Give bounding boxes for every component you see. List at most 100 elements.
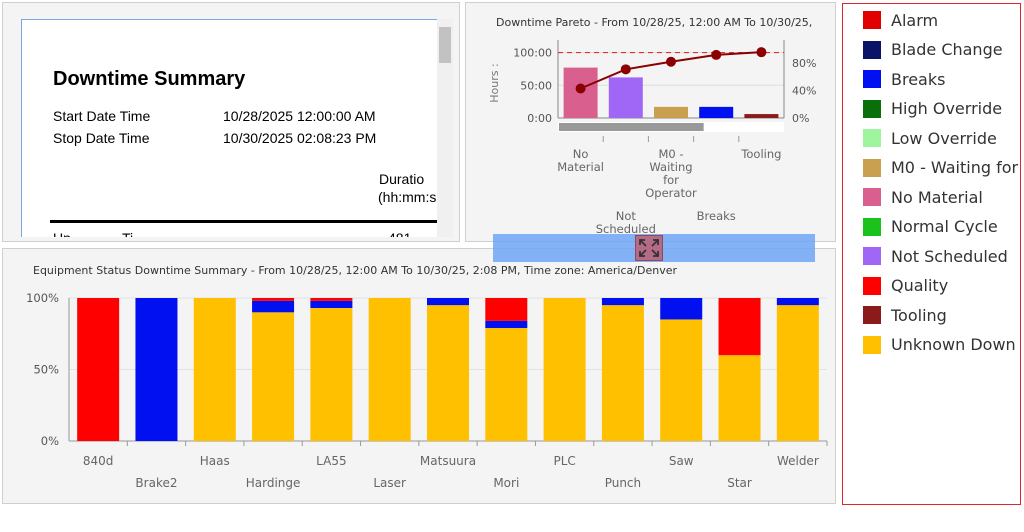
pareto-y2tick: 40%: [792, 85, 816, 98]
legend-item[interactable]: High Override: [863, 99, 1002, 119]
legend-swatch: [863, 158, 881, 177]
pareto-xtick-line: Scheduled: [596, 222, 656, 236]
equip-bar-segment: [310, 308, 353, 441]
legend-item[interactable]: Unknown Down: [863, 335, 1016, 355]
stop-date-label: Stop Date Time: [53, 130, 150, 146]
pareto-xtick-line: Waiting: [649, 160, 692, 174]
equip-bar-segment: [252, 300, 295, 313]
legend-label: Tooling: [891, 305, 947, 325]
legend-item[interactable]: Tooling: [863, 305, 947, 325]
pareto-xtick-label: Breaks: [697, 209, 736, 223]
duration-header: Duratio: [379, 171, 425, 187]
report-rule: [50, 220, 437, 223]
start-date-value: 10/28/2025 12:00:00 AM: [223, 108, 376, 124]
expand-icon: [639, 239, 659, 257]
stop-date-value: 10/30/2025 02:08:23 PM: [223, 130, 377, 146]
equip-bar-segment: [718, 298, 761, 356]
equip-xtick-label: Haas: [200, 454, 230, 468]
equip-bar-segment: [252, 298, 295, 301]
equip-xtick-label: Saw: [669, 454, 694, 468]
legend-label: Normal Cycle: [891, 217, 998, 236]
legend-item[interactable]: M0 - Waiting for: [863, 158, 1018, 178]
legend-swatch: [863, 335, 881, 354]
expand-handle[interactable]: [635, 235, 663, 261]
pareto-bar: [744, 114, 779, 118]
legend-item[interactable]: Breaks: [863, 69, 945, 89]
legend-label: No Material: [891, 187, 983, 207]
equip-xtick-label: Laser: [373, 476, 406, 490]
pareto-xtick-line: Tooling: [740, 147, 781, 161]
equip-bar-segment: [310, 300, 353, 309]
pareto-ylabel: Hours :: [488, 63, 501, 102]
equip-bar-segment: [660, 319, 703, 441]
cut-row-right: 481: [388, 230, 411, 237]
pareto-xtick-line: Breaks: [697, 209, 736, 223]
panel-drag-strip[interactable]: [493, 234, 815, 262]
pareto-xtick-line: No: [573, 147, 589, 161]
pareto-xtick-line: M0 -: [658, 147, 683, 161]
equip-bar-segment: [543, 298, 586, 441]
equip-bar-segment: [252, 312, 295, 441]
equip-xtick-label: Matsuura: [420, 454, 476, 468]
scrollbar-thumb[interactable]: [439, 27, 451, 63]
equip-bar-segment: [601, 305, 644, 441]
pareto-xtick-line: for: [663, 173, 679, 187]
pareto-chart: 0:00 50:00 100:00 0% 40% 80% Hours : No Material…: [488, 40, 816, 236]
legend-item[interactable]: Not Scheduled: [863, 246, 1008, 266]
equip-ytick: 100%: [26, 291, 59, 305]
report-scrollbar[interactable]: [437, 19, 453, 237]
pareto-xtick-line: Operator: [645, 186, 697, 200]
bottom-bar: [0, 510, 1024, 532]
legend-swatch: [863, 70, 881, 88]
pareto-bar: [608, 77, 643, 118]
pareto-bar: [699, 106, 734, 118]
legend-swatch: [863, 247, 881, 265]
legend-item[interactable]: Blade Change: [863, 40, 1003, 60]
equip-bar-segment: [485, 320, 528, 329]
pareto-bar: [654, 106, 688, 118]
equip-xtick-label: LA55: [316, 454, 346, 468]
legend-swatch: [863, 99, 881, 118]
pareto-range-thumb: [559, 123, 704, 131]
cut-row-mid: Ti: [122, 230, 133, 237]
pareto-y2tick: 0%: [792, 112, 809, 125]
equip-bar-segment: [718, 355, 761, 441]
pareto-cumulative-point: [756, 47, 767, 58]
legend-swatch: [863, 11, 881, 29]
legend-item[interactable]: Low Override: [863, 128, 997, 148]
legend-item[interactable]: Normal Cycle: [863, 217, 998, 237]
pareto-xtick-line: Material: [557, 160, 604, 174]
pareto-xtick-label: Not Scheduled: [596, 209, 656, 236]
equipment-chart: 0% 50% 100% 840d Brake2 Haas Hardinge LA55 Laser…: [26, 291, 828, 490]
equip-bar-segment: [601, 298, 644, 306]
legend-item[interactable]: Alarm: [863, 10, 938, 30]
pareto-ytick: 100:00: [513, 47, 552, 60]
equip-xtick-label: Brake2: [135, 476, 177, 490]
legend-swatch: [863, 217, 881, 236]
legend-label: Unknown Down: [891, 335, 1016, 354]
equip-bar-segment: [427, 298, 469, 306]
equip-xtick-label: 840d: [83, 454, 114, 468]
equip-xtick-label: PLC: [553, 454, 575, 468]
equip-xtick-label: Star: [727, 476, 752, 490]
equip-bar-segment: [776, 298, 819, 306]
equip-xtick-label: Mori: [493, 476, 519, 490]
equip-xtick-label: Hardinge: [246, 476, 301, 490]
equip-bar-segment: [485, 328, 528, 441]
equip-bar-segment: [193, 298, 236, 441]
equip-bar-segment: [368, 298, 411, 441]
equip-xtick-label: Welder: [777, 454, 819, 468]
legend-label: Not Scheduled: [891, 246, 1008, 266]
cut-row-label: Up: [53, 230, 71, 237]
pareto-ytick: 50:00: [520, 79, 552, 92]
legend-label: Low Override: [891, 128, 997, 148]
pareto-xtick-label: Tooling: [740, 147, 781, 161]
equipment-panel: Equipment Status Downtime Summary - From…: [2, 248, 836, 504]
legend-item[interactable]: No Material: [863, 187, 983, 207]
legend-item[interactable]: Quality: [863, 276, 948, 296]
pareto-y2tick: 80%: [792, 57, 816, 70]
legend-label: Breaks: [891, 69, 946, 89]
equip-bar-segment: [485, 298, 528, 321]
equip-bar-segment: [776, 305, 819, 441]
legend-panel: Alarm Blade Change Breaks High Override Low …: [842, 3, 1021, 505]
